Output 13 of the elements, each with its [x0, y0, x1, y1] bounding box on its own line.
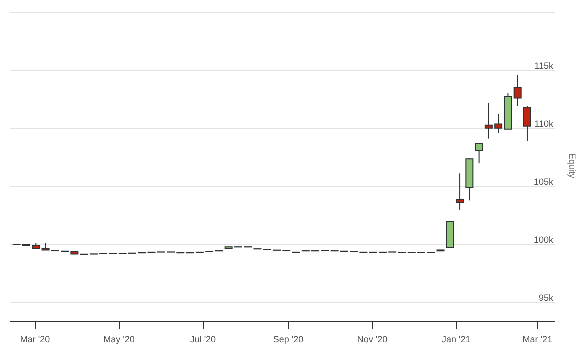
x-tick-label: Jan '21 [442, 334, 471, 344]
x-tick-label: Nov '20 [357, 334, 388, 344]
x-tick-label: Jul '20 [190, 334, 216, 344]
y-tick-label: 95k [538, 292, 554, 303]
x-tick-label: Sep '20 [273, 334, 304, 344]
y-axis-title: Equity [568, 153, 578, 180]
y-tick-label: 100k [534, 234, 554, 245]
x-tick-label: May '20 [104, 334, 135, 344]
y-tick-label: 115k [534, 60, 554, 71]
x-tick-label: Mar '21 [522, 334, 552, 344]
y-tick-label: 105k [534, 176, 554, 187]
x-tick-label: Mar '20 [20, 334, 50, 344]
y-tick-label: 110k [534, 118, 554, 129]
